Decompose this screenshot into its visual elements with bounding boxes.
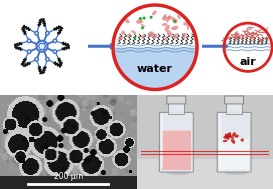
Circle shape	[38, 25, 40, 27]
Circle shape	[29, 62, 31, 64]
Ellipse shape	[228, 135, 234, 139]
Circle shape	[44, 25, 46, 27]
FancyBboxPatch shape	[167, 96, 186, 104]
Ellipse shape	[141, 24, 145, 27]
Ellipse shape	[226, 132, 231, 138]
Circle shape	[38, 66, 40, 68]
Circle shape	[141, 26, 144, 29]
Ellipse shape	[167, 16, 172, 20]
Wedge shape	[113, 5, 197, 47]
FancyArrow shape	[202, 43, 229, 50]
Ellipse shape	[231, 139, 235, 144]
Circle shape	[54, 62, 55, 64]
Text: water: water	[137, 64, 173, 74]
Circle shape	[20, 48, 22, 50]
Circle shape	[173, 20, 176, 23]
Ellipse shape	[136, 19, 143, 24]
FancyBboxPatch shape	[225, 96, 244, 104]
Ellipse shape	[232, 132, 236, 137]
Bar	[162, 129, 191, 170]
Ellipse shape	[182, 34, 185, 40]
Ellipse shape	[172, 17, 176, 22]
Circle shape	[20, 42, 22, 44]
Circle shape	[24, 33, 26, 35]
FancyBboxPatch shape	[217, 112, 251, 172]
Ellipse shape	[171, 26, 178, 30]
Ellipse shape	[118, 36, 124, 41]
Wedge shape	[113, 47, 197, 89]
Ellipse shape	[166, 30, 172, 36]
Ellipse shape	[162, 16, 167, 21]
Ellipse shape	[131, 30, 136, 34]
Ellipse shape	[173, 19, 178, 23]
Ellipse shape	[164, 14, 167, 19]
Ellipse shape	[138, 21, 143, 24]
Bar	[220, 139, 249, 170]
Bar	[136, 159, 273, 189]
Circle shape	[58, 58, 60, 60]
Text: air: air	[240, 57, 256, 67]
Ellipse shape	[183, 33, 187, 36]
Bar	[226, 102, 242, 114]
Circle shape	[24, 58, 26, 60]
Ellipse shape	[173, 36, 178, 39]
Circle shape	[62, 42, 64, 44]
Circle shape	[27, 39, 31, 43]
Circle shape	[46, 57, 49, 61]
Ellipse shape	[177, 15, 181, 19]
Circle shape	[35, 31, 38, 35]
Ellipse shape	[173, 34, 177, 37]
Ellipse shape	[152, 10, 157, 15]
Ellipse shape	[125, 19, 130, 23]
Circle shape	[143, 17, 146, 20]
Ellipse shape	[151, 34, 155, 37]
Circle shape	[35, 57, 38, 61]
Circle shape	[150, 16, 153, 19]
Ellipse shape	[183, 22, 188, 26]
Ellipse shape	[167, 171, 189, 175]
Ellipse shape	[241, 138, 244, 142]
Circle shape	[53, 39, 57, 43]
FancyBboxPatch shape	[159, 112, 193, 172]
Ellipse shape	[148, 32, 153, 37]
Text: 200 μm: 200 μm	[54, 172, 83, 180]
FancyArrow shape	[88, 43, 115, 50]
Ellipse shape	[121, 30, 125, 35]
Ellipse shape	[166, 15, 170, 22]
Circle shape	[139, 17, 142, 20]
Circle shape	[37, 41, 48, 52]
Circle shape	[58, 33, 60, 35]
Ellipse shape	[225, 134, 229, 140]
Ellipse shape	[225, 171, 247, 175]
Ellipse shape	[187, 23, 189, 30]
Circle shape	[46, 31, 49, 35]
Circle shape	[133, 37, 136, 40]
Circle shape	[44, 66, 46, 68]
Circle shape	[62, 48, 64, 50]
Ellipse shape	[165, 25, 170, 31]
Ellipse shape	[149, 31, 154, 35]
Circle shape	[224, 23, 272, 71]
Circle shape	[53, 50, 57, 53]
Circle shape	[29, 29, 31, 31]
Ellipse shape	[165, 36, 167, 41]
Ellipse shape	[228, 133, 232, 137]
Ellipse shape	[141, 35, 144, 39]
Ellipse shape	[162, 23, 168, 26]
Circle shape	[54, 29, 55, 31]
Bar	[168, 102, 184, 114]
Ellipse shape	[235, 135, 239, 138]
Ellipse shape	[153, 33, 157, 40]
Ellipse shape	[223, 140, 227, 142]
Ellipse shape	[223, 135, 228, 139]
Circle shape	[27, 50, 31, 53]
Ellipse shape	[127, 33, 131, 37]
